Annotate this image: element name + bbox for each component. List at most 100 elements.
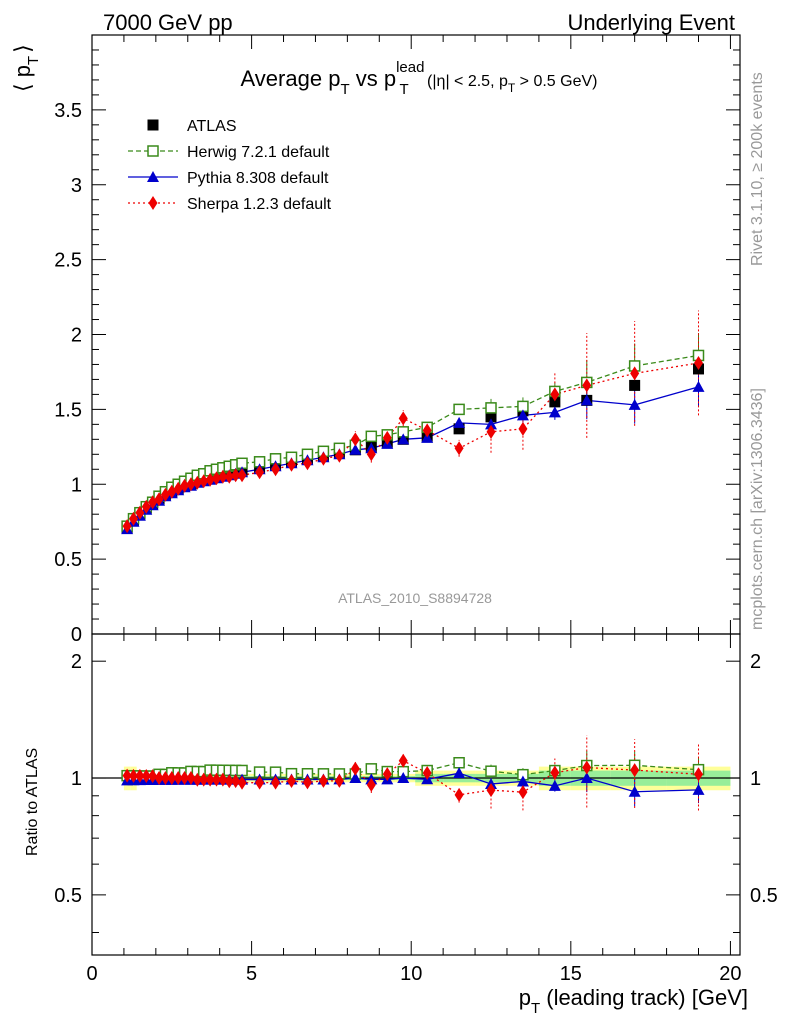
series-point-3: [318, 451, 328, 466]
series-point-3: [334, 448, 344, 463]
y-tick-label-ratio-right: 0.5: [750, 885, 778, 907]
series-point-2: [516, 409, 529, 421]
series-line-3: [126, 362, 699, 527]
y-tick-label-ratio-left: 2: [71, 651, 82, 673]
series-point-3: [141, 499, 151, 514]
legend-marker-0: [147, 119, 159, 131]
ratio-point-3: [211, 772, 221, 787]
series-point-3: [398, 411, 408, 426]
ratio-point-3: [582, 760, 592, 775]
tick-labels: 0 5 10 15 20 0 0.5 1 1.5 2 2.5 3 3.5 0.5 0.5 1 1 2 2: [54, 100, 778, 985]
ratio-point-1: [453, 756, 465, 769]
series-point-3: [550, 387, 560, 402]
y-tick-label-main: 2: [71, 325, 82, 347]
atlas-point: [629, 379, 641, 391]
series-point-3: [122, 519, 132, 534]
ratio-point-2: [628, 785, 641, 797]
ratio-point-3: [398, 753, 408, 768]
series-point-3: [167, 484, 177, 499]
series-point-3: [518, 421, 528, 436]
series-point-3: [271, 462, 281, 477]
ratio-point-2: [516, 775, 529, 787]
ratio-point-3: [186, 771, 196, 786]
header-right: Underlying Event: [567, 10, 735, 35]
ratio-frame: [91, 633, 741, 956]
ratio-point-3: [382, 767, 392, 782]
x-tick-label: 5: [246, 963, 257, 985]
x-tick-label: 10: [400, 963, 422, 985]
y-tick-label-main: 1.5: [54, 399, 82, 421]
series-point-3: [237, 468, 247, 483]
ratio-point-3: [199, 772, 209, 787]
ratio-point-1: [365, 763, 378, 775]
series-point-3: [255, 465, 265, 480]
series-line-1: [126, 354, 699, 527]
y-tick-label-main: 0: [71, 624, 82, 646]
series-point-3: [205, 472, 215, 487]
ratio-series: [121, 735, 705, 811]
ratio-point-2: [580, 772, 593, 784]
y-tick-label-ratio-right: 1: [750, 768, 761, 790]
legend: ATLAS Herwig 7.2.1 default Pythia 8.308 de…: [128, 118, 332, 213]
ratio-point-3: [518, 785, 528, 800]
series-point-3: [486, 424, 496, 439]
series-point-2: [397, 433, 410, 445]
chart-title: Average pT vs plead T (|η| < 2.5, pT > 0.…: [241, 59, 598, 98]
mcplots-reference-text: mcplots.cern.ch [arXiv:1306.3436]: [749, 388, 766, 630]
y-axis-label-main: ⟨ pT⟩: [10, 44, 42, 92]
ratio-point-3: [350, 761, 360, 776]
y-tick-label-main: 2.5: [54, 250, 82, 272]
series-point-3: [218, 469, 228, 484]
ratio-point-3: [224, 774, 234, 789]
series-point-2: [692, 380, 705, 392]
series-point-3: [224, 469, 234, 484]
series-point-3: [199, 474, 209, 489]
ratio-point-3: [148, 769, 158, 784]
series-point-3: [154, 492, 164, 507]
x-tick-label: 0: [86, 963, 97, 985]
legend-marker-3: [148, 196, 158, 210]
ratio-point-2: [548, 779, 561, 791]
series-point-3: [630, 366, 640, 381]
y-tick-label-ratio-left: 0.5: [54, 885, 82, 907]
ratio-point-3: [255, 775, 265, 790]
analysis-watermark: ATLAS_2010_S8894728: [338, 590, 492, 606]
legend-label-1: Herwig 7.2.1 default: [187, 144, 330, 161]
ratio-point-3: [486, 783, 496, 798]
series-point-3: [366, 447, 376, 462]
atlas-point: [453, 423, 465, 435]
series-point-2: [628, 398, 641, 410]
y-tick-label-main: 0.5: [54, 549, 82, 571]
ratio-point-3: [302, 775, 312, 790]
series-point-3: [302, 456, 312, 471]
ratio-point-3: [454, 787, 464, 802]
series-point-1: [365, 430, 378, 443]
series-point-3: [192, 475, 202, 490]
ratio-point-3: [218, 772, 228, 787]
ratio-point-3: [141, 769, 151, 784]
main-series: [121, 310, 705, 535]
y-tick-label-main: 3.5: [54, 100, 82, 122]
series-line-2: [126, 386, 699, 530]
rivet-version-text: Rivet 3.1.10, ≥ 200k events: [749, 72, 766, 266]
x-tick-label: 20: [719, 963, 741, 985]
axis-ticks: [91, 35, 740, 955]
ratio-point-2: [397, 772, 410, 784]
legend-label-2: Pythia 8.308 default: [187, 170, 329, 187]
series-point-1: [453, 403, 465, 416]
series-point-3: [422, 423, 432, 438]
series-point-2: [580, 394, 593, 406]
series-point-2: [548, 406, 561, 418]
ratio-point-3: [192, 772, 202, 787]
ratio-point-3: [128, 768, 138, 783]
ratio-point-3: [231, 774, 241, 789]
series-point-1: [485, 402, 497, 414]
series-point-3: [211, 471, 221, 486]
ratio-point-3: [287, 773, 297, 788]
legend-marker-1: [147, 145, 159, 157]
ratio-point-3: [237, 775, 247, 790]
ratio-point-3: [271, 775, 281, 790]
y-tick-label-ratio-left: 1: [71, 768, 82, 790]
ratio-point-2: [453, 767, 466, 779]
